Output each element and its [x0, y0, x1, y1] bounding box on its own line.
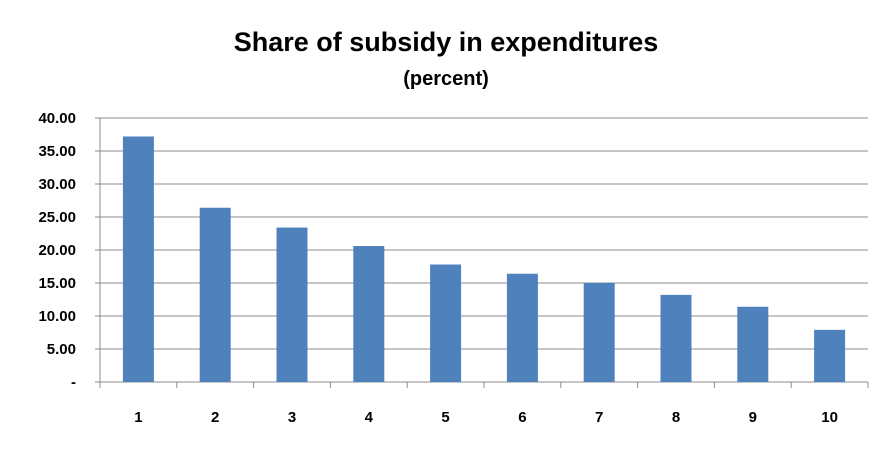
x-tick-label: 5 — [441, 409, 449, 426]
y-tick-label: 10.00 — [38, 308, 76, 325]
bar-4 — [353, 246, 385, 382]
y-tick-labels: - 5.00 10.00 15.00 20.00 25.00 30.00 35.00 40.00 — [38, 110, 76, 391]
x-tick-label: 3 — [288, 409, 296, 426]
x-tick-label: 4 — [365, 409, 374, 426]
bar-2 — [199, 207, 231, 382]
bar-6 — [506, 273, 538, 382]
y-tick-label: 35.00 — [38, 143, 76, 160]
chart-title: Share of subsidy in expenditures — [234, 27, 659, 57]
x-tick-label: 7 — [595, 409, 603, 426]
x-tick-labels: 1 2 3 4 5 6 7 8 9 10 — [134, 409, 838, 426]
x-tick-label: 6 — [518, 409, 526, 426]
y-tick-label: 20.00 — [38, 242, 76, 259]
x-tick-label: 9 — [749, 409, 757, 426]
y-tick-label: 15.00 — [38, 275, 76, 292]
x-tick-label: 10 — [821, 409, 838, 426]
y-tick-label: 5.00 — [47, 341, 76, 358]
bar-5 — [430, 264, 462, 382]
bar-8 — [660, 294, 692, 382]
x-tick-label: 1 — [134, 409, 142, 426]
x-tick-label: 8 — [672, 409, 680, 426]
y-tick-label: 30.00 — [38, 176, 76, 193]
y-tick-label: 25.00 — [38, 209, 76, 226]
y-tick-label: 40.00 — [38, 110, 76, 127]
bar-1 — [122, 136, 154, 382]
y-tick-label: - — [71, 374, 76, 391]
bar-9 — [737, 306, 769, 382]
bar-3 — [276, 227, 308, 382]
x-tick-label: 2 — [211, 409, 219, 426]
bar-7 — [583, 283, 615, 382]
chart-subtitle: (percent) — [403, 68, 489, 90]
bar-10 — [814, 329, 846, 382]
bars — [122, 136, 846, 382]
